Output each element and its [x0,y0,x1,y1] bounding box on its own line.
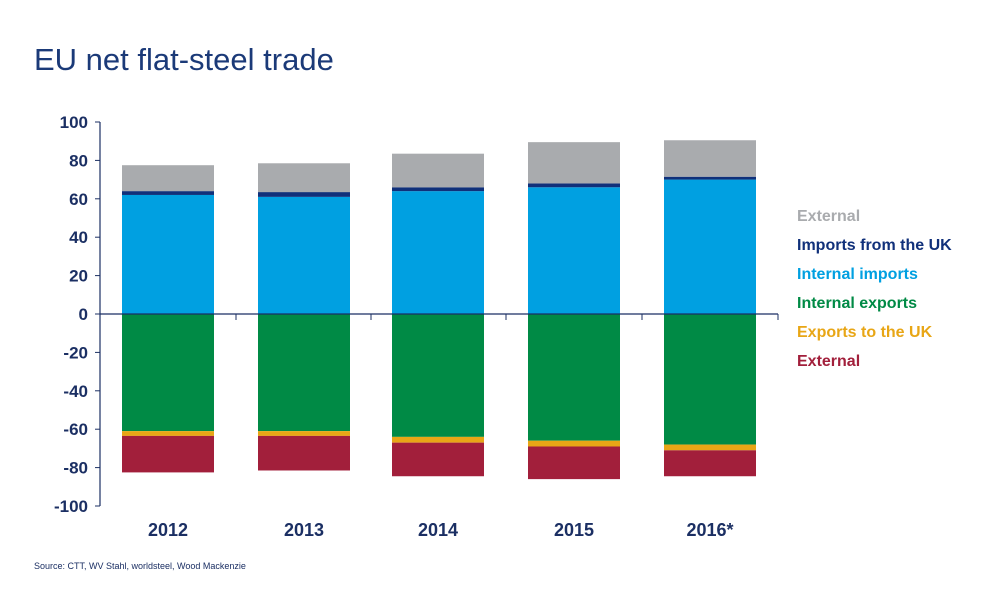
chart-title: EU net flat-steel trade [34,42,334,77]
legend-item: Internal exports [797,295,918,312]
y-tick-label: 20 [69,267,88,286]
bar-segment [258,196,350,314]
bar-segment [528,314,620,441]
axes-group [95,121,779,507]
bar-segment [664,140,756,177]
legend: External Imports from the UK Internal impo… [797,207,952,381]
bar-segment [528,142,620,184]
y-tick-label: 40 [69,228,88,247]
bar-segment [528,440,620,447]
bar-segment [258,431,350,436]
bar-segment [392,191,484,314]
x-tick-label: 2012 [148,520,188,540]
y-tick-label: -40 [63,382,88,401]
bar-segment [122,314,214,432]
bar-segment [392,314,484,437]
y-tick-label: -80 [63,459,88,478]
bar-segment [392,187,484,192]
y-tick-label: -20 [63,343,88,362]
y-tick-label: 80 [69,151,88,170]
bar-segment [664,176,756,180]
bar-segment [122,435,214,473]
bar-segment [258,163,350,193]
x-tick-label: 2015 [554,520,594,540]
bar-segment [392,442,484,477]
bar-segment [392,153,484,188]
bar-segment [664,314,756,445]
bar-segment [528,183,620,188]
bar-segment [392,436,484,443]
legend-item: Exports to the UK [797,324,933,341]
x-tick-labels: 2012 2013 2014 2015 2016* [148,520,734,540]
y-tick-label: 100 [60,113,88,132]
bars-group [122,140,756,480]
bar-segment [664,179,756,314]
bar-segment [122,165,214,192]
bar-segment [664,450,756,477]
bar-segment [528,446,620,480]
x-tick-label: 2016* [686,520,733,540]
y-tick-label: -100 [54,497,88,516]
bar-segment [664,444,756,451]
bar-segment [258,435,350,471]
legend-item: Internal imports [797,266,918,283]
bar-segment [122,191,214,195]
bar-segment [122,431,214,436]
source-note: Source: CTT, WV Stahl, worldsteel, Wood … [34,561,246,571]
bar-segment [258,314,350,432]
y-tick-label: -60 [63,420,88,439]
x-tick-label: 2013 [284,520,324,540]
bar-segment [528,187,620,314]
y-tick-label: 0 [79,305,88,324]
y-tick-labels: 100 80 60 40 20 0 -20 -40 -60 -80 -100 [54,113,88,516]
bar-segment [258,192,350,197]
legend-item: External [797,353,861,370]
legend-item: Imports from the UK [797,237,952,254]
y-tick-label: 60 [69,190,88,209]
bar-segment [122,194,214,314]
x-tick-label: 2014 [418,520,458,540]
legend-item: External [797,208,861,225]
